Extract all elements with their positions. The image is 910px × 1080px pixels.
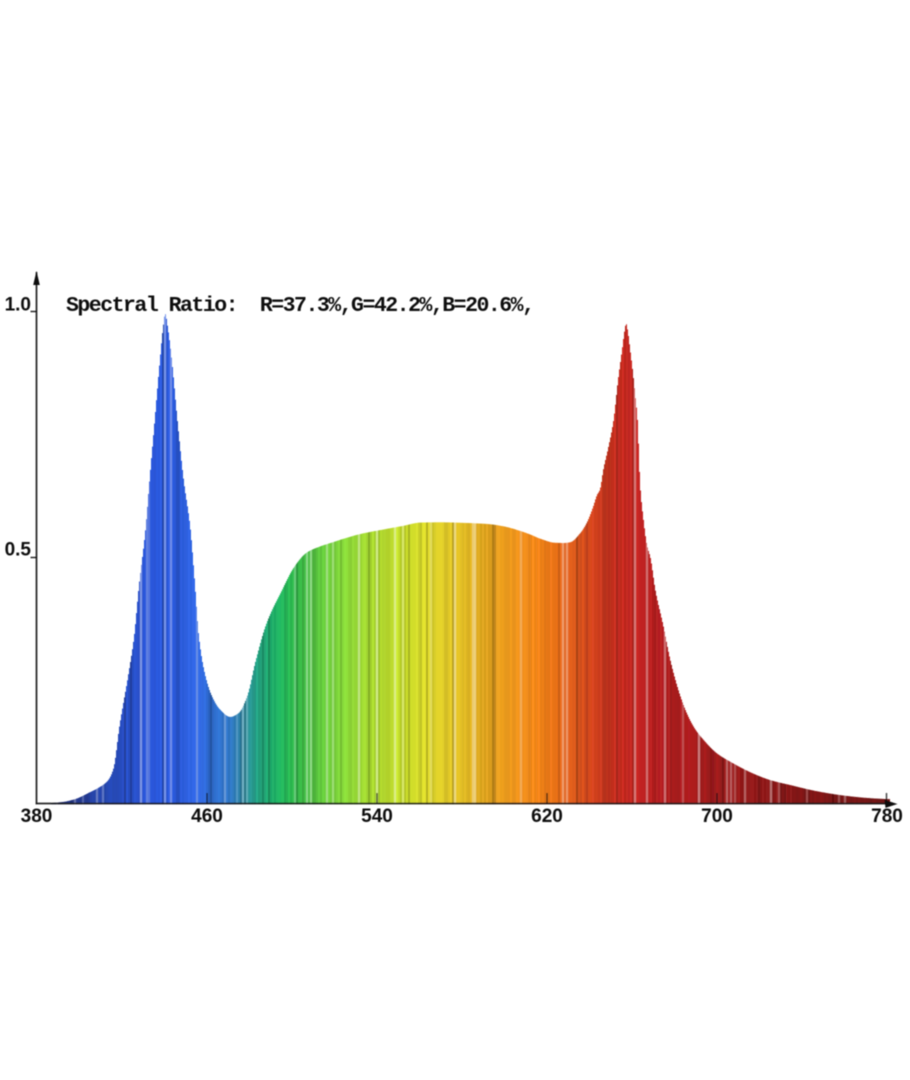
svg-text:Spectral Ratio: R=37.3%,G=42.: Spectral Ratio: R=37.3%,G=42.2%,B=20.6%, <box>66 294 534 318</box>
svg-text:540: 540 <box>361 806 393 827</box>
svg-text:460: 460 <box>191 806 223 827</box>
svg-text:0.5: 0.5 <box>5 540 32 561</box>
svg-text:1.0: 1.0 <box>5 295 31 316</box>
svg-text:620: 620 <box>531 806 563 827</box>
svg-text:700: 700 <box>701 806 733 827</box>
svg-text:780: 780 <box>871 806 903 827</box>
svg-text:380: 380 <box>21 806 53 827</box>
